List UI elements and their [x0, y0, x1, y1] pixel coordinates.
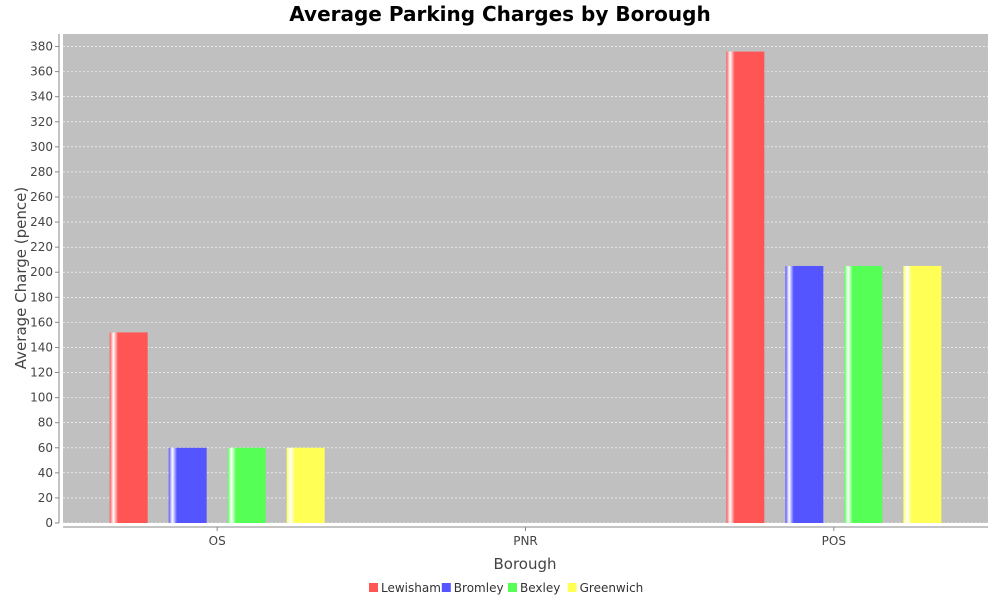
y-tick-label: 100	[30, 391, 53, 405]
legend-swatch-lewisham	[369, 583, 378, 592]
y-tick-label: 60	[38, 441, 53, 455]
x-axis: OS PNR POS	[63, 526, 988, 548]
y-tick-label: 200	[30, 265, 53, 279]
y-tick-label: 0	[45, 516, 53, 530]
y-tick-label: 280	[30, 165, 53, 179]
x-tick-label: POS	[822, 534, 846, 548]
bar-greenwich-os	[286, 447, 325, 523]
x-tick-label: OS	[209, 534, 226, 548]
legend-label-greenwich: Greenwich	[580, 581, 644, 595]
legend-swatch-bexley	[508, 583, 517, 592]
y-tick-label: 20	[38, 491, 53, 505]
bar-bromley-os	[168, 447, 207, 523]
y-tick-label: 180	[30, 290, 53, 304]
y-tick-label: 300	[30, 140, 53, 154]
y-tick-label: 340	[30, 90, 53, 104]
y-axis: 0 20 40 60 80 100 120 140 160 180 200 220 240 260 280 3…	[30, 34, 60, 530]
y-tick-label: 120	[30, 366, 53, 380]
y-tick-label: 260	[30, 190, 53, 204]
y-tick-label: 160	[30, 315, 53, 329]
legend-label-bexley: Bexley	[520, 581, 560, 595]
plot-area	[63, 34, 988, 523]
legend-label-bromley: Bromley	[454, 581, 504, 595]
y-tick-label: 320	[30, 115, 53, 129]
bar-bexley-os	[227, 447, 266, 523]
x-axis-label: Borough	[493, 555, 556, 573]
chart-title: Average Parking Charges by Borough	[289, 2, 710, 26]
y-tick-label: 40	[38, 466, 53, 480]
y-tick-label: 360	[30, 65, 53, 79]
bar-lewisham-pos	[726, 51, 765, 524]
y-tick-label: 80	[38, 416, 53, 430]
bars	[109, 51, 942, 524]
legend-swatch-bromley	[441, 583, 451, 592]
y-tick-label: 220	[30, 240, 53, 254]
legend-swatch-greenwich	[567, 583, 577, 592]
bar-greenwich-pos	[903, 265, 942, 523]
legend-label-lewisham: Lewisham	[381, 581, 441, 595]
bar-bexley-pos	[844, 265, 883, 523]
y-tick-label: 240	[30, 215, 53, 229]
y-axis-label: Average Charge (pence)	[12, 187, 30, 369]
bar-bromley-pos	[785, 265, 824, 523]
legend: Lewisham Bromley Bexley Greenwich	[369, 581, 643, 595]
x-tick-label: PNR	[513, 534, 538, 548]
y-tick-label: 140	[30, 340, 53, 354]
y-tick-label: 380	[30, 40, 53, 54]
bar-lewisham-os	[109, 332, 148, 523]
